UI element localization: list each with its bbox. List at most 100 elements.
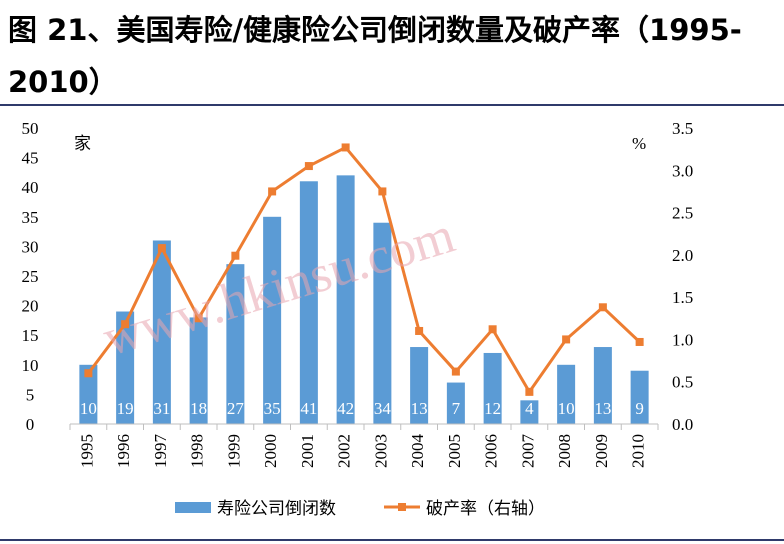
rate-point-2000 [268, 187, 277, 196]
bars-group [79, 175, 649, 424]
x-tick-label-2005: 2005 [445, 434, 464, 468]
right-tick-label: 0.0 [672, 415, 693, 434]
x-tick-label-2004: 2004 [408, 434, 427, 469]
bar-2001 [299, 181, 318, 424]
right-tick-label: 3.5 [672, 119, 693, 138]
bar-2000 [263, 216, 282, 424]
rate-point-2009 [598, 303, 607, 312]
bar-2002 [336, 175, 355, 424]
bar-2007 [520, 400, 539, 424]
bar-2008 [557, 364, 576, 424]
legend-line-label: 破产率（右轴） [426, 499, 545, 518]
x-tick-label-2002: 2002 [335, 434, 354, 468]
bar-1996 [116, 311, 135, 424]
left-tick-label: 35 [22, 208, 39, 227]
data-label-2004: 13 [411, 399, 428, 418]
right-axis-unit: % [632, 134, 646, 153]
x-tick-label-1996: 1996 [114, 434, 133, 468]
title-divider [0, 104, 784, 106]
rate-point-2002 [341, 143, 350, 152]
data-label-2005: 7 [452, 399, 461, 418]
data-label-1999: 27 [227, 399, 245, 418]
left-tick-label: 5 [26, 385, 35, 404]
data-label-1997: 31 [153, 399, 170, 418]
rate-point-2010 [635, 337, 644, 346]
rate-point-2005 [451, 367, 460, 376]
legend: 寿险公司倒闭数 破产率（右轴） [175, 499, 545, 518]
x-axis-ticks: 1995 1996 1997 1998 1999 2000 2001 2002 2003 2004… [69, 424, 659, 469]
x-tick-label-2000: 2000 [261, 434, 280, 468]
x-tick-label-1999: 1999 [224, 434, 243, 468]
x-tick-label-2008: 2008 [555, 434, 574, 468]
bar-2004 [410, 347, 429, 424]
bar-line-chart: 10 19 31 18 27 35 41 42 34 13 7 12 4 10 13 9 0 5 10 15 20 25… [22, 119, 694, 518]
legend-bar-label: 寿险公司倒闭数 [217, 499, 336, 518]
bar-2005 [446, 382, 465, 424]
rate-line-group [84, 143, 644, 396]
data-label-2008: 10 [558, 399, 575, 418]
bar-2006 [483, 352, 502, 424]
x-tick-label-2003: 2003 [371, 434, 390, 468]
right-tick-label: 0.5 [672, 373, 693, 392]
x-tick-label-1998: 1998 [188, 434, 207, 468]
bar-2003 [373, 222, 392, 424]
rate-point-1998 [194, 314, 203, 323]
right-tick-label: 1.0 [672, 330, 693, 349]
left-tick-label: 25 [22, 267, 39, 286]
bottom-divider [0, 539, 784, 541]
rate-point-1997 [157, 244, 166, 253]
left-axis-ticks: 0 5 10 15 20 25 30 35 40 45 50 [22, 119, 39, 434]
rate-point-1999 [231, 251, 240, 260]
left-tick-label: 30 [22, 237, 39, 256]
data-label-2003: 34 [374, 399, 392, 418]
rate-point-2006 [488, 325, 497, 334]
right-tick-label: 3.0 [672, 161, 693, 180]
right-axis-ticks: 0.0 0.5 1.0 1.5 2.0 2.5 3.0 3.5 [672, 119, 693, 434]
x-tick-label-1997: 1997 [151, 434, 170, 469]
left-tick-label: 20 [22, 297, 39, 316]
rate-point-2003 [378, 187, 387, 196]
x-tick-label-2009: 2009 [592, 434, 611, 468]
bar-2010 [630, 370, 649, 424]
right-tick-label: 1.5 [672, 288, 693, 307]
x-tick-label-2006: 2006 [482, 434, 501, 468]
rate-point-2001 [304, 162, 313, 171]
data-label-2009: 13 [594, 399, 611, 418]
x-tick-label-1995: 1995 [77, 434, 96, 468]
data-label-2006: 12 [484, 399, 501, 418]
bar-1998 [189, 317, 208, 424]
rate-point-2004 [415, 326, 424, 335]
figure-title: 图 21、美国寿险/健康险公司倒闭数量及破产率（1995-2010） [8, 13, 742, 99]
rate-line [87, 145, 641, 395]
data-label-2001: 41 [300, 399, 317, 418]
data-label-1996: 19 [117, 399, 134, 418]
data-label-2002: 42 [337, 399, 354, 418]
bar-1997 [152, 240, 171, 424]
left-tick-label: 40 [22, 178, 39, 197]
data-label-2010: 9 [635, 399, 644, 418]
left-axis-unit: 家 [74, 134, 91, 153]
data-label-1995: 10 [80, 399, 97, 418]
left-tick-label: 15 [22, 326, 39, 345]
x-tick-label-2010: 2010 [629, 434, 648, 468]
x-tick-label-2001: 2001 [298, 434, 317, 468]
rate-point-1996 [121, 320, 130, 329]
legend-bar-swatch [175, 502, 211, 513]
right-tick-label: 2.0 [672, 246, 693, 265]
data-label-1998: 18 [190, 399, 207, 418]
bar-1999 [226, 264, 245, 424]
legend-line-marker [398, 503, 406, 511]
left-tick-label: 50 [22, 119, 39, 138]
x-tick-label-2007: 2007 [518, 434, 537, 469]
rate-point-2007 [525, 387, 534, 396]
data-label-2000: 35 [264, 399, 281, 418]
right-tick-label: 2.5 [672, 204, 693, 223]
bar-2009 [593, 347, 612, 424]
bar-1995 [79, 364, 98, 424]
left-tick-label: 45 [22, 149, 39, 168]
data-labels-group: 10 19 31 18 27 35 41 42 34 13 7 12 4 10 13 9 [80, 399, 644, 418]
data-label-2007: 4 [525, 399, 534, 418]
left-tick-label: 0 [26, 415, 35, 434]
left-tick-label: 10 [22, 356, 39, 375]
rate-point-1995 [84, 369, 93, 378]
